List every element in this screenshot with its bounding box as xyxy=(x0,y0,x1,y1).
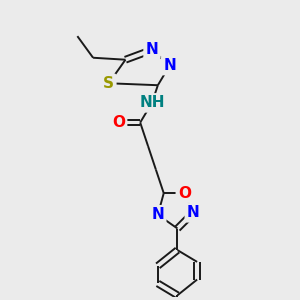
Text: O: O xyxy=(112,115,125,130)
Text: N: N xyxy=(146,42,158,57)
Text: N: N xyxy=(152,207,164,222)
Text: N: N xyxy=(187,205,200,220)
Text: NH: NH xyxy=(139,95,165,110)
Text: S: S xyxy=(103,76,114,91)
Text: O: O xyxy=(178,186,191,201)
Text: N: N xyxy=(163,58,176,73)
